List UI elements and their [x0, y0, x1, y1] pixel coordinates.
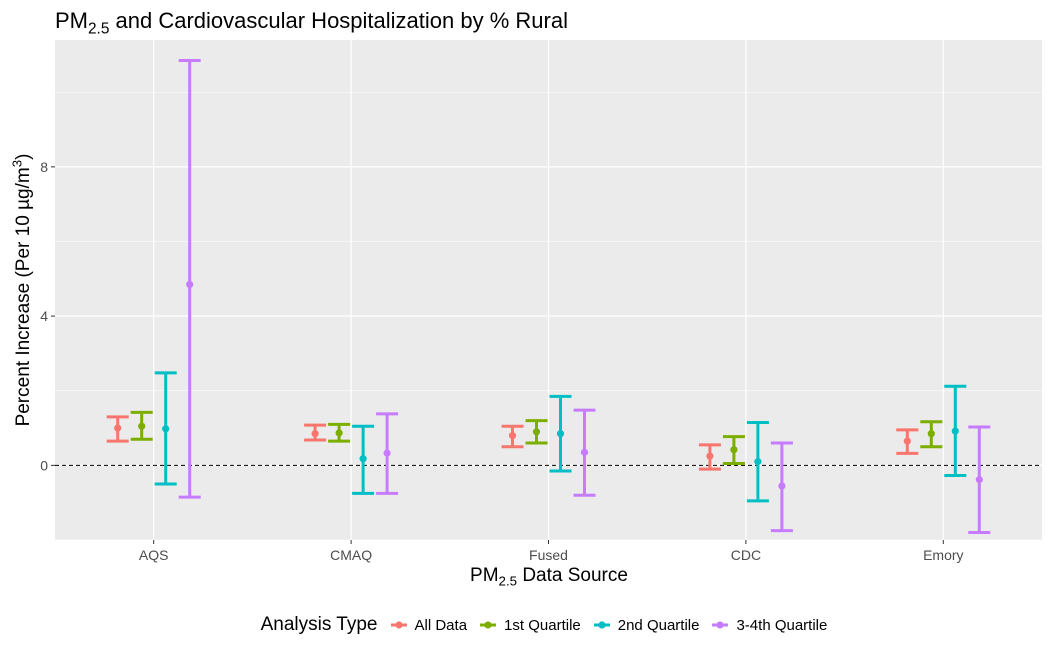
point-2nd-quartile	[162, 425, 170, 433]
point-3-4th-quartile	[580, 448, 589, 456]
legend-item: 1st Quartile	[477, 613, 581, 637]
legend-label: 1st Quartile	[504, 616, 581, 634]
legend-item: 3-4th Quartile	[709, 613, 827, 637]
y-tick-label: 4	[40, 308, 48, 324]
x-tick-label: Fused	[529, 547, 568, 563]
point-3-4th-quartile	[975, 475, 983, 484]
y-tick-label: 0	[40, 457, 48, 473]
legend-item: 2nd Quartile	[591, 613, 700, 637]
point-2nd-quartile	[951, 427, 959, 435]
point-all-data	[706, 452, 714, 460]
legend-key	[593, 621, 610, 629]
legend-key	[480, 621, 497, 629]
point-2nd-quartile	[556, 430, 565, 438]
point-all-data	[903, 437, 911, 445]
legend-label: All Data	[414, 616, 468, 634]
point-2nd-quartile	[754, 458, 762, 466]
point-1st-quartile	[730, 446, 738, 454]
x-tick-label: AQS	[139, 547, 169, 563]
point-1st-quartile	[335, 429, 343, 437]
legend-key	[712, 621, 729, 629]
legend-label: 2nd Quartile	[617, 616, 700, 634]
chart-title: PM2.5 and Cardiovascular Hospitalization…	[55, 8, 568, 38]
point-3-4th-quartile	[778, 482, 786, 490]
legend-label: 3-4th Quartile	[736, 616, 828, 634]
legend: Analysis Type All Data 1st Quartile 2nd Qu…	[0, 613, 1050, 637]
legend-title: Analysis Type	[260, 614, 378, 635]
point-all-data	[114, 424, 122, 432]
x-axis-label: PM2.5 Data Source	[470, 565, 628, 589]
x-tick-label: CMAQ	[330, 547, 372, 563]
point-3-4th-quartile	[186, 280, 194, 289]
point-1st-quartile	[532, 428, 541, 436]
point-2nd-quartile	[359, 455, 367, 463]
legend-item: All Data	[388, 613, 468, 637]
point-all-data	[508, 431, 517, 440]
point-all-data	[311, 430, 319, 438]
x-tick-label: Emory	[923, 547, 963, 563]
point-1st-quartile	[138, 422, 146, 430]
y-axis-label: Percent Increase (Per 10 µg/m3)	[9, 153, 34, 427]
y-tick-label: 8	[40, 159, 48, 175]
legend-key	[390, 621, 407, 629]
point-3-4th-quartile	[383, 449, 391, 457]
x-tick-label: CDC	[731, 547, 761, 563]
point-1st-quartile	[927, 430, 935, 438]
